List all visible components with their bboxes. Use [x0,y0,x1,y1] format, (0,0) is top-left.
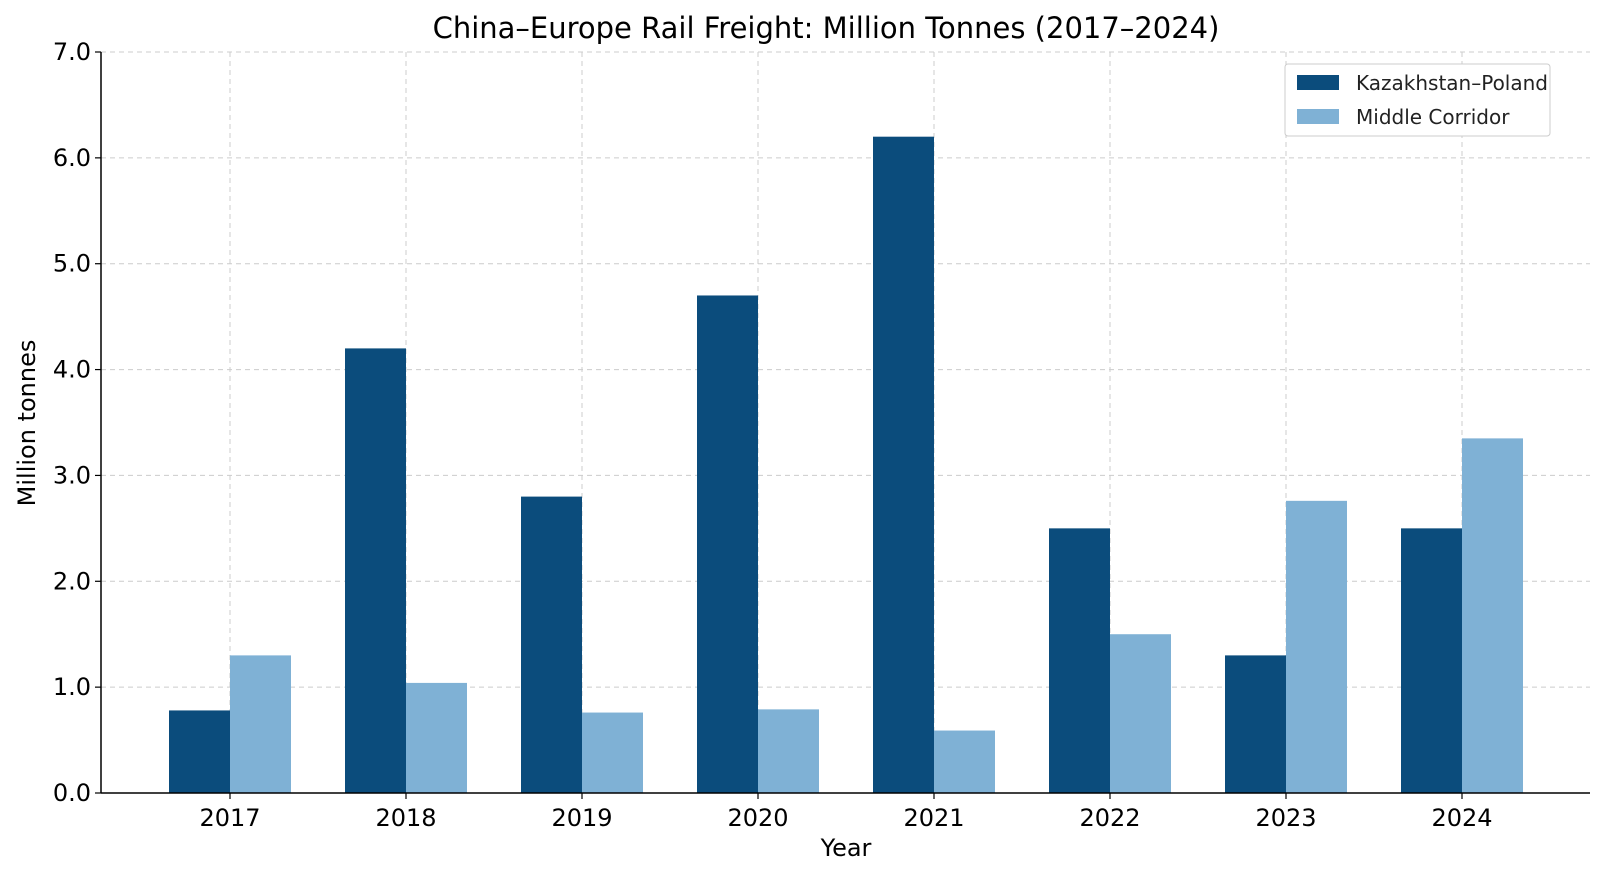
x-tick-label: 2022 [1079,804,1140,832]
x-tick-label: 2023 [1255,804,1316,832]
y-tick-label: 4.0 [53,356,91,384]
bar-kazakhstan-poland-2018 [345,348,406,793]
x-axis-label: Year [820,834,872,862]
y-tick-label: 0.0 [53,779,91,807]
x-tick-label: 2018 [375,804,436,832]
bar-middle-corridor-2019 [582,712,643,793]
bar-kazakhstan-poland-2022 [1049,528,1110,793]
bar-middle-corridor-2017 [230,655,291,793]
y-axis-label: Million tonnes [13,340,41,507]
legend-swatch-kazakhstan-poland [1297,75,1339,90]
legend-swatch-middle-corridor [1297,109,1339,124]
legend-label-kazakhstan-poland: Kazakhstan–Poland [1356,71,1548,95]
bar-kazakhstan-poland-2020 [697,295,758,793]
x-tick-label: 2019 [551,804,612,832]
y-tick-label: 5.0 [53,250,91,278]
x-tick-label: 2017 [199,804,260,832]
axes [100,52,1590,794]
x-tick-label: 2024 [1431,804,1492,832]
chart-title: China–Europe Rail Freight: Million Tonne… [433,11,1220,45]
bar-kazakhstan-poland-2017 [169,710,230,793]
bar-middle-corridor-2023 [1286,500,1347,793]
y-tick-label: 6.0 [53,144,91,172]
legend-box [1284,63,1551,137]
bar-middle-corridor-2021 [934,730,995,793]
bar-kazakhstan-poland-2024 [1401,528,1462,793]
bar-kazakhstan-poland-2019 [521,496,582,793]
x-tick-label: 2020 [727,804,788,832]
bar-kazakhstan-poland-2021 [873,136,934,793]
y-tick-label: 2.0 [53,567,91,595]
legend-label-middle-corridor: Middle Corridor [1356,105,1510,129]
bar-middle-corridor-2022 [1110,634,1171,793]
ticks: 0.0 1.0 2.0 3.0 4.0 5.0 6.0 7.0 2017 2018 2019 2020… [53,38,1493,832]
y-tick-label: 3.0 [53,461,91,489]
bar-middle-corridor-2018 [406,682,467,793]
legend: Kazakhstan–Poland Middle Corridor [1284,63,1551,137]
y-tick-label: 7.0 [53,38,91,66]
bar-middle-corridor-2024 [1462,438,1523,793]
bars [169,136,1523,793]
x-tick-label: 2021 [903,804,964,832]
bar-middle-corridor-2020 [758,709,819,793]
grid [101,51,1590,793]
bar-kazakhstan-poland-2023 [1225,655,1286,793]
y-tick-label: 1.0 [53,673,91,701]
